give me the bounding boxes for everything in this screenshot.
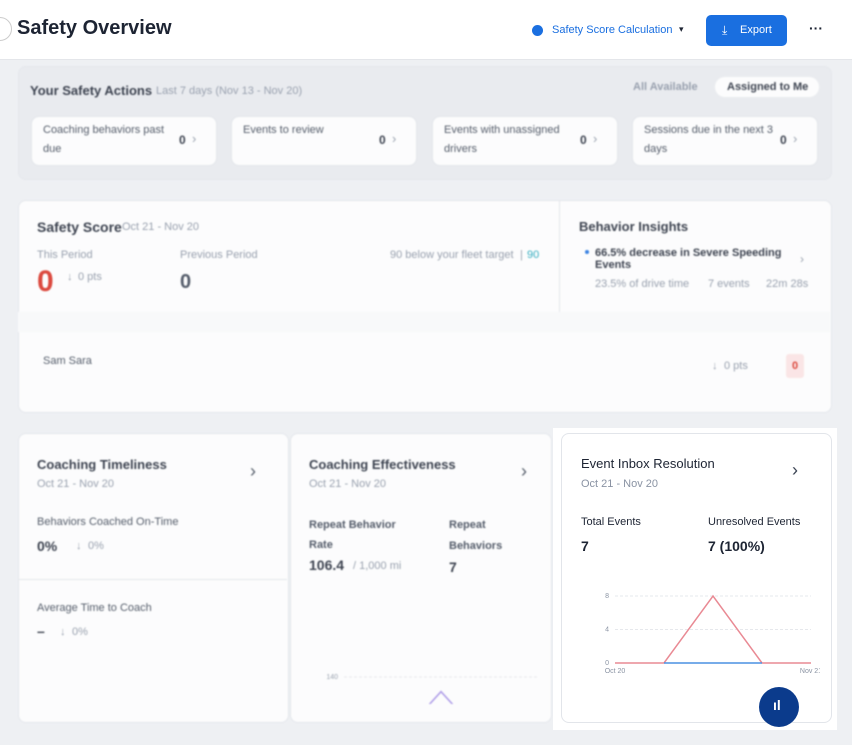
insight-headline: 66.5% decrease in Severe Speeding Events xyxy=(595,247,782,271)
metric-value: 7 xyxy=(449,559,457,575)
score-badge xyxy=(786,354,804,378)
y-tick-label: 0 xyxy=(605,660,609,667)
delta-arrow: ↓ xyxy=(60,626,66,638)
line-series xyxy=(615,594,811,664)
delta-arrow: ↓ xyxy=(76,540,82,552)
metric-label: Total Events xyxy=(581,516,641,528)
card-period: Oct 21 - Nov 20 xyxy=(37,478,115,490)
export-label[interactable]: Export xyxy=(740,24,772,36)
chevron[interactable]: › xyxy=(521,461,527,481)
line-series xyxy=(428,690,454,704)
x-tick-label: Oct 20 xyxy=(605,668,626,675)
metric-delta: 0% xyxy=(88,540,104,552)
target-sep: | xyxy=(520,249,523,261)
actions-period: Last 7 days (Nov 13 - Nov 20) xyxy=(156,85,303,97)
action-count: 0 xyxy=(580,133,587,147)
chevron: › xyxy=(593,131,598,146)
action-count: 0 xyxy=(179,133,186,147)
divider xyxy=(559,200,560,312)
chevron: › xyxy=(192,131,197,146)
inbox-chart: 0 4 8 Oct 20 Nov 21 xyxy=(605,593,820,675)
metric-label: Repeat Behaviors xyxy=(449,519,503,552)
y-tick-label: 4 xyxy=(605,627,609,634)
dropdown-caret: ▾ xyxy=(679,24,684,34)
card-period: Oct 21 - Nov 20 xyxy=(581,478,659,490)
this-label: This Period xyxy=(37,249,93,261)
export-icon: ⤓ xyxy=(722,23,728,37)
driver-score: 0 xyxy=(792,360,799,372)
bullet xyxy=(585,250,589,254)
action-label: Coaching behaviors past due xyxy=(43,124,165,155)
metric-unit: / 1,000 mi xyxy=(353,560,402,572)
tab-selected[interactable] xyxy=(715,77,819,97)
card-title: Coaching Timeliness xyxy=(37,457,167,472)
action-label: Sessions due in the next 3 days xyxy=(644,124,774,155)
metric-label: Unresolved Events xyxy=(708,516,801,528)
card-title: Event Inbox Resolution xyxy=(581,456,715,471)
page-title: Safety Overview xyxy=(17,17,172,39)
insights-title: Behavior Insights xyxy=(579,219,689,234)
prev-label: Previous Period xyxy=(180,249,258,261)
metric-label: Repeat Behavior Rate xyxy=(309,519,396,551)
action-label: Events with unassigned drivers xyxy=(444,124,560,155)
y-tick-label: 140 xyxy=(326,674,338,681)
target-text: 90 below your fleet target xyxy=(390,249,514,261)
delta-arrow: ↓ xyxy=(712,360,718,372)
export-button[interactable] xyxy=(706,15,787,46)
driver-delta: 0 pts xyxy=(724,360,748,372)
card-title: Coaching Effectiveness xyxy=(309,457,456,472)
this-delta: 0 pts xyxy=(78,271,102,283)
effectiveness-card xyxy=(290,433,552,723)
metric-label: Behaviors Coached On-Time xyxy=(37,516,179,528)
score-link[interactable]: Safety Score Calculation xyxy=(552,24,673,36)
this-value: 0 xyxy=(37,265,54,298)
background-content: Your Safety Actions Last 7 days (Nov 13 … xyxy=(0,59,852,745)
metric-value: 7 (100%) xyxy=(708,538,765,554)
safety-panel xyxy=(18,200,832,413)
action-label: Events to review xyxy=(243,124,324,136)
chevron[interactable]: › xyxy=(792,460,798,480)
action-count: 0 xyxy=(780,133,787,147)
action-card[interactable] xyxy=(432,116,618,166)
assistant-icon: ıl xyxy=(773,697,781,713)
insight-detail: 23.5% of drive time xyxy=(595,278,690,290)
more-menu[interactable]: ··· xyxy=(809,20,823,36)
metric-label: Average Time to Coach xyxy=(37,602,152,614)
metric-delta: 0% xyxy=(72,626,88,638)
action-card[interactable] xyxy=(231,116,417,166)
card-period: Oct 21 - Nov 20 xyxy=(309,478,387,490)
safety-title: Safety Score xyxy=(37,219,122,235)
assistant-button[interactable] xyxy=(759,687,799,727)
chevron[interactable]: › xyxy=(800,252,804,266)
divider xyxy=(18,579,287,580)
metric-value: 0% xyxy=(37,538,58,554)
prev-value: 0 xyxy=(180,271,192,293)
chevron: › xyxy=(793,131,798,146)
insight-detail: 22m 28s xyxy=(766,278,809,290)
driver-name: Sam Sara xyxy=(43,355,92,367)
insight-detail: 7 events xyxy=(708,278,750,290)
tab[interactable]: Assigned to Me xyxy=(727,81,809,93)
info-icon xyxy=(532,25,543,36)
action-card[interactable] xyxy=(632,116,818,166)
timeliness-card xyxy=(18,433,289,723)
target: 90 xyxy=(527,249,540,261)
tab[interactable]: All Available xyxy=(633,81,698,93)
safety-period: Oct 21 - Nov 20 xyxy=(122,221,200,233)
fade xyxy=(18,312,830,332)
x-tick-label: Nov 21 xyxy=(800,668,820,675)
chevron[interactable]: › xyxy=(250,461,256,481)
chevron: › xyxy=(392,131,397,146)
actions-title: Your Safety Actions xyxy=(30,83,153,98)
metric-value: 7 xyxy=(581,538,589,554)
metric-value: – xyxy=(37,623,45,639)
action-count: 0 xyxy=(379,133,386,147)
metric-value: 106.4 xyxy=(309,557,345,573)
y-tick-label: 8 xyxy=(605,593,609,600)
inbox-card xyxy=(561,433,832,723)
action-card[interactable] xyxy=(31,116,217,166)
delta-arrow: ↓ xyxy=(67,271,73,283)
